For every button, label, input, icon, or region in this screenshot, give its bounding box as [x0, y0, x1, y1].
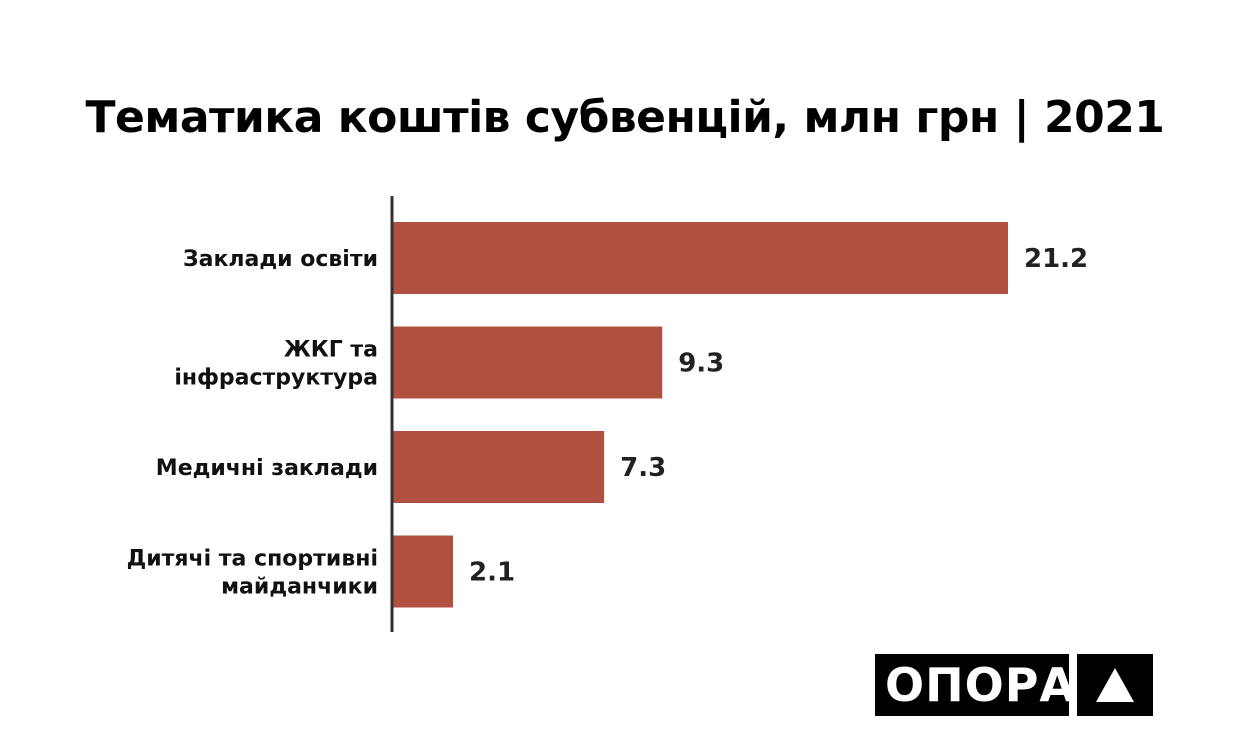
bar-3 — [392, 431, 605, 503]
category-label-3: Медичні заклади — [156, 456, 378, 481]
value-label-2: 9.3 — [678, 349, 724, 379]
bar-2 — [392, 326, 663, 399]
value-label-4: 2.1 — [469, 558, 515, 588]
category-label-2: ЖКГ та інфраструктура — [174, 338, 378, 391]
bar-1 — [392, 222, 1008, 294]
category-label-4: Дитячі та спортивні майданчики — [127, 547, 378, 600]
chart-title: Тематика коштів субвенцій, млн грн | 202… — [85, 92, 1165, 143]
value-label-1: 21.2 — [1024, 244, 1088, 274]
category-label-1: Заклади освіти — [183, 247, 378, 272]
bar-4 — [392, 535, 454, 608]
triangle-up-icon — [1077, 654, 1153, 716]
logo-wordmark: ОПОРА — [875, 654, 1075, 716]
opora-logo: ОПОРА — [875, 654, 1153, 716]
value-label-3: 7.3 — [620, 453, 666, 483]
